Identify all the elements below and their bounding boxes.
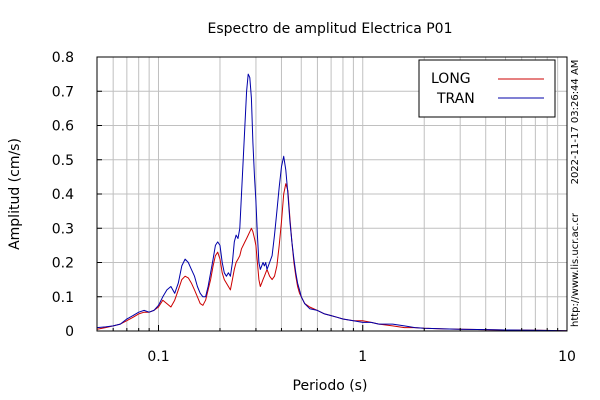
- y-tick-label: 0.5: [52, 153, 74, 169]
- x-axis-label: Periodo (s): [293, 378, 368, 394]
- y-tick-label: 0.7: [52, 84, 74, 100]
- chart-title: Espectro de amplitud Electrica P01: [208, 21, 453, 37]
- y-tick-label: 0.2: [52, 256, 74, 272]
- legend: LONG TRAN: [418, 59, 556, 118]
- legend-box: [418, 59, 556, 118]
- series-line-tran: [96, 73, 568, 332]
- url-annotation: http://www.lis.ucr.ac.cr: [570, 212, 581, 327]
- x-tick-label: 10: [558, 349, 576, 365]
- timestamp-annotation: 2022-11-17 03:26:44 AM: [570, 60, 581, 185]
- y-tick-label: 0.3: [52, 221, 74, 237]
- x-tick-label: 0.1: [147, 349, 169, 365]
- legend-label-long: LONG: [431, 71, 471, 87]
- y-tick-label: 0.4: [52, 187, 74, 203]
- legend-label-tran: TRAN: [436, 91, 475, 107]
- y-axis-ticks: 0 0.1 0.2 0.3 0.4 0.5 0.6 0.7 0.8: [52, 50, 102, 340]
- y-tick-label: 0.6: [52, 119, 74, 135]
- grid-lines: [97, 57, 567, 331]
- x-tick-label: 1: [358, 349, 367, 365]
- x-axis-ticks: 0.1 1 10: [112, 325, 576, 365]
- y-tick-label: 0.1: [52, 290, 74, 306]
- y-tick-label: 0.8: [52, 50, 74, 66]
- y-axis-label: Amplitud (cm/s): [7, 138, 23, 250]
- y-tick-label: 0: [65, 324, 74, 340]
- series-lines: [96, 73, 568, 332]
